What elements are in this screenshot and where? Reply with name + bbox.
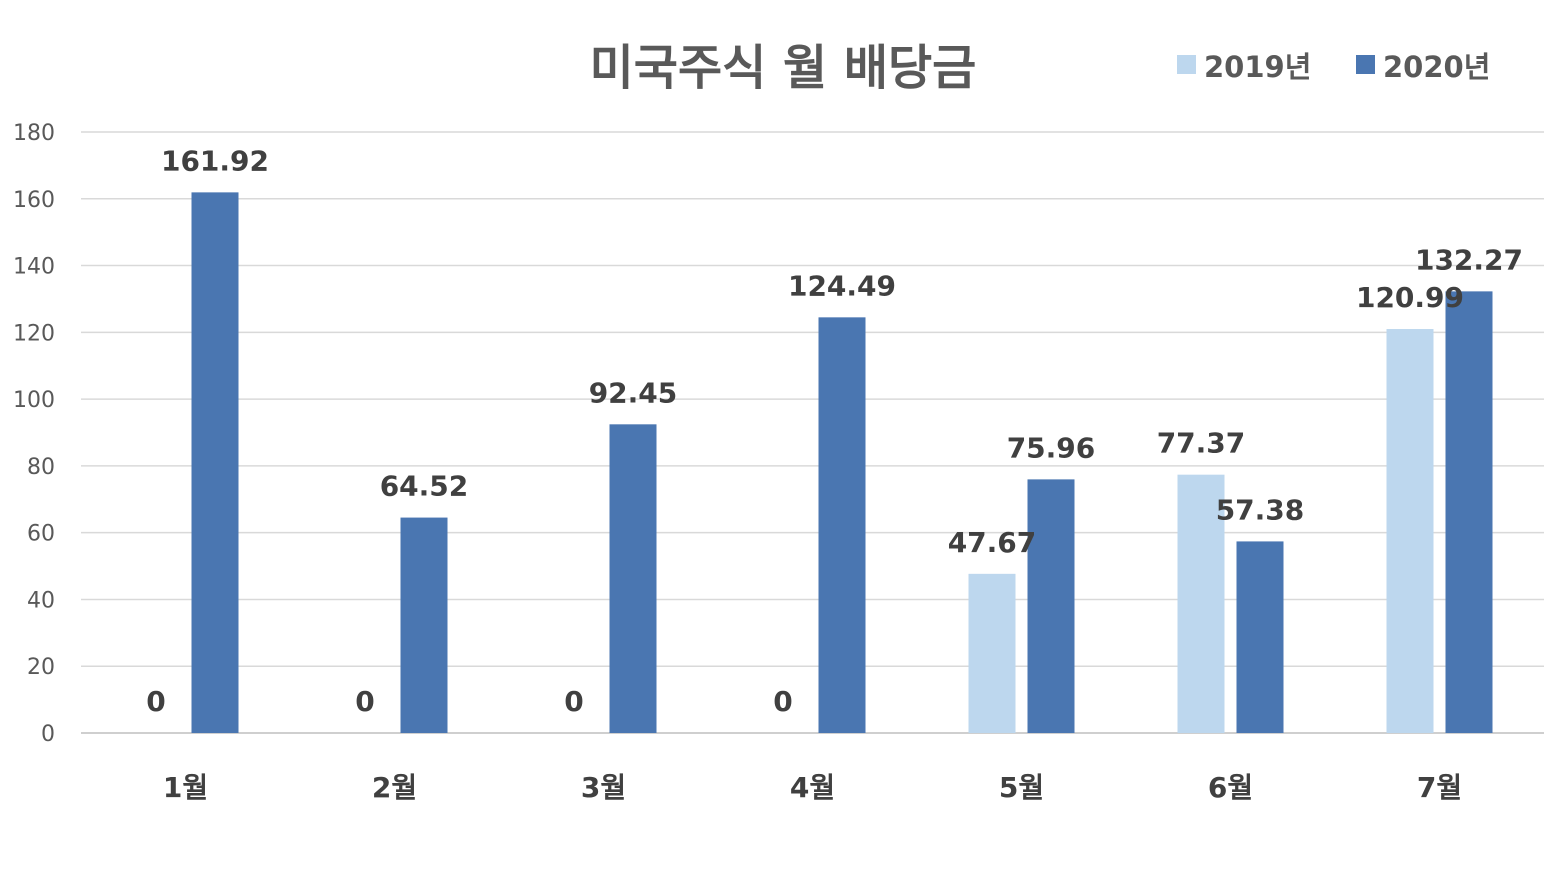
y-tick-label: 0 bbox=[41, 722, 55, 747]
y-tick-label: 80 bbox=[27, 455, 55, 480]
data-label: 75.96 bbox=[1007, 431, 1096, 464]
legend-swatch-2020 bbox=[1356, 55, 1375, 74]
bar-2019년-7월 bbox=[1386, 329, 1434, 733]
data-label: 120.99 bbox=[1356, 281, 1464, 314]
data-label: 124.49 bbox=[788, 269, 896, 302]
bar-2020년-7월 bbox=[1445, 291, 1493, 733]
data-label: 0 bbox=[355, 685, 374, 718]
legend-label-2020: 2020년 bbox=[1383, 50, 1490, 84]
data-label: 0 bbox=[564, 685, 583, 718]
bar-2019년-5월 bbox=[968, 573, 1016, 733]
bars bbox=[191, 192, 1493, 733]
bar-2020년-6월 bbox=[1236, 541, 1284, 733]
data-labels: 0 161.92 0 64.52 0 92.45 0 124.49 47.67 75.96 77.3… bbox=[146, 144, 1523, 718]
bar-2019년-6월 bbox=[1177, 474, 1225, 733]
y-tick-label: 60 bbox=[27, 522, 55, 547]
x-tick-label: 7월 bbox=[1417, 771, 1462, 804]
data-label: 47.67 bbox=[948, 526, 1037, 559]
x-tick-label: 2월 bbox=[372, 771, 417, 804]
x-tick-label: 6월 bbox=[1208, 771, 1253, 804]
x-tick-label: 3월 bbox=[581, 771, 626, 804]
bar-2020년-1월 bbox=[191, 192, 239, 733]
bar-2020년-3월 bbox=[609, 424, 657, 733]
data-label: 0 bbox=[773, 685, 792, 718]
gridlines bbox=[81, 131, 1544, 734]
y-axis-ticks: 0 20 40 60 80 100 120 140 160 180 bbox=[13, 121, 55, 747]
legend-swatch-2019 bbox=[1177, 55, 1196, 74]
y-tick-label: 40 bbox=[27, 588, 55, 613]
data-label: 57.38 bbox=[1216, 493, 1305, 526]
y-tick-label: 160 bbox=[13, 188, 55, 213]
bar-2020년-2월 bbox=[400, 517, 448, 733]
x-tick-label: 1월 bbox=[163, 771, 208, 804]
x-tick-label: 5월 bbox=[999, 771, 1044, 804]
bar-2020년-4월 bbox=[818, 317, 866, 733]
y-tick-label: 180 bbox=[13, 121, 55, 146]
data-label: 161.92 bbox=[161, 144, 269, 177]
y-tick-label: 120 bbox=[13, 321, 55, 346]
y-tick-label: 20 bbox=[27, 655, 55, 680]
chart-title: 미국주식 월 배당금 bbox=[590, 40, 977, 96]
y-tick-label: 140 bbox=[13, 255, 55, 280]
bar-2020년-5월 bbox=[1027, 479, 1075, 733]
x-tick-label: 4월 bbox=[790, 771, 835, 804]
data-label: 0 bbox=[146, 685, 165, 718]
data-label: 77.37 bbox=[1157, 427, 1246, 460]
y-tick-label: 100 bbox=[13, 388, 55, 413]
data-label: 132.27 bbox=[1415, 243, 1523, 276]
legend: 2019년 2020년 bbox=[1177, 50, 1490, 84]
data-label: 92.45 bbox=[589, 376, 678, 409]
data-label: 64.52 bbox=[380, 470, 469, 503]
x-axis-ticks: 1월 2월 3월 4월 5월 6월 7월 bbox=[163, 771, 1462, 804]
legend-label-2019: 2019년 bbox=[1204, 50, 1311, 84]
